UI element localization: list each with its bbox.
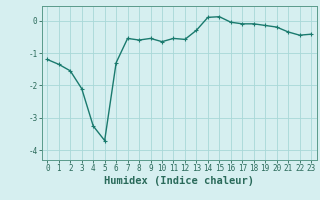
X-axis label: Humidex (Indice chaleur): Humidex (Indice chaleur): [104, 176, 254, 186]
